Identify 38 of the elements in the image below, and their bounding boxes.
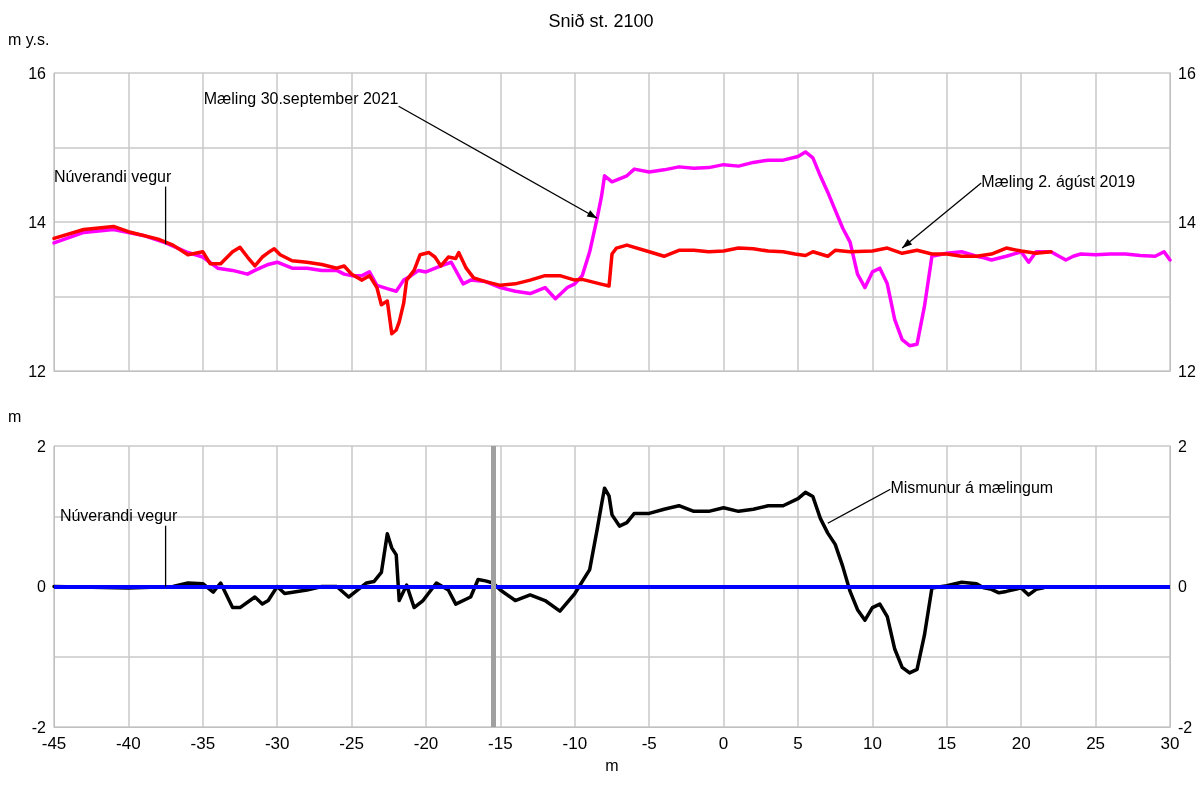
annotation: Mismunur á mælingum <box>890 479 1054 497</box>
x-tick-label: -5 <box>641 734 657 753</box>
y-tick-label: 2 <box>37 437 47 455</box>
y2-tick-label: 14 <box>1178 213 1196 231</box>
x-axis-title: m <box>605 756 619 774</box>
y2-tick-label: 2 <box>1178 437 1187 455</box>
annotation: Mæling 30.september 2021 <box>203 90 399 108</box>
line-series <box>52 224 1053 336</box>
annotation: Mæling 2. ágúst 2019 <box>981 173 1136 191</box>
x-tick-label: -30 <box>264 734 290 753</box>
y-tick-label: 16 <box>28 64 47 82</box>
y-axis-title: m y.s. <box>8 30 50 48</box>
y-axis-title: m <box>8 407 22 425</box>
y-tick-label: 0 <box>37 578 47 595</box>
x-tick-label: 10 <box>862 734 882 753</box>
x-tick-label: -35 <box>190 734 216 753</box>
y-tick-label: 14 <box>28 213 47 231</box>
y2-tick-label: 16 <box>1178 64 1196 82</box>
y2-tick-label: 12 <box>1178 362 1196 380</box>
annotation: Núverandi vegur <box>53 167 172 185</box>
chart-title: Snið st. 2100 <box>548 11 654 31</box>
x-tick-label: 15 <box>937 734 957 753</box>
x-tick-label: -10 <box>562 734 588 753</box>
x-tick-label: -45 <box>41 734 67 753</box>
x-tick-label: -40 <box>116 734 141 753</box>
y-tick-label: 12 <box>28 362 47 380</box>
x-tick-label: 25 <box>1086 734 1106 753</box>
x-tick-label: -25 <box>339 734 364 753</box>
x-tick-label: 5 <box>793 734 803 753</box>
y2-tick-label: -2 <box>1178 718 1193 736</box>
x-tick-label: 0 <box>718 734 729 753</box>
x-tick-label: 20 <box>1011 734 1031 753</box>
x-tick-label: -20 <box>413 734 439 753</box>
y2-tick-label: 0 <box>1178 578 1187 595</box>
y-tick-label: -2 <box>31 718 47 736</box>
annotation: Núverandi vegur <box>59 506 178 524</box>
x-tick-label: -15 <box>488 734 513 753</box>
x-tick-label: 30 <box>1160 734 1180 753</box>
